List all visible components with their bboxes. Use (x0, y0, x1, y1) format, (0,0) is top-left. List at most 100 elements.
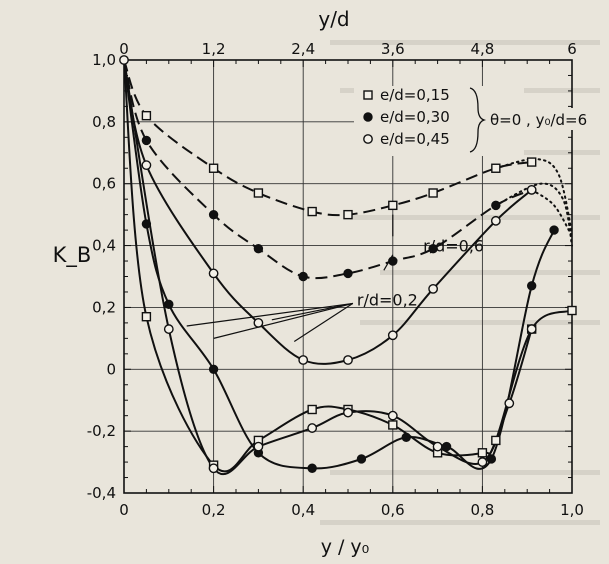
open-circle-marker (208, 463, 219, 474)
legend-condition-text: θ=0 , y₀/d=6 (490, 111, 587, 129)
y-tick-label: 0,4 (92, 237, 116, 255)
filled-circle-marker (428, 243, 438, 254)
series-line-filled-circle (123, 59, 533, 280)
square-marker (491, 163, 501, 173)
top-tick-label: 6 (567, 40, 577, 58)
series-line-open-circle (123, 59, 533, 365)
open-circle-marker (526, 184, 537, 195)
open-circle-marker (387, 410, 398, 421)
filled-circle-marker (164, 299, 174, 310)
square-marker (477, 448, 488, 458)
open-circle-marker (343, 355, 353, 365)
square-marker (141, 312, 152, 322)
annotation-pointer (271, 302, 353, 321)
open-circle-marker (298, 355, 309, 365)
open-circle-marker (363, 134, 373, 144)
filled-circle-marker (307, 463, 317, 473)
open-circle-marker (490, 215, 501, 226)
open-circle-marker (208, 268, 219, 279)
legend-label: e/d=0,45 (380, 130, 450, 148)
filled-circle-marker (141, 219, 152, 229)
open-circle-marker (141, 160, 152, 171)
square-marker (491, 435, 501, 446)
annotation-r-d-0-6: r/d=0,6 (423, 237, 484, 256)
top-tick-label: 1,2 (202, 40, 226, 58)
open-circle-marker (432, 441, 443, 452)
filled-circle-marker (526, 281, 537, 291)
series-dotted-tail (530, 188, 573, 238)
filled-circle-marker (356, 454, 367, 464)
annotation-r-d-0-2: r/d=0,2 (357, 290, 418, 309)
series-dotted-tail (494, 157, 573, 235)
y-tick-label: 1,0 (92, 51, 116, 69)
series-line-square (123, 59, 532, 217)
open-circle-marker (387, 330, 398, 341)
bottom-tick-label: 0 (119, 501, 129, 519)
open-circle-marker (504, 398, 515, 409)
legend-label: e/d=0,15 (380, 86, 450, 104)
square-marker (307, 206, 317, 217)
square-marker (253, 188, 264, 198)
open-circle-marker (307, 423, 318, 433)
filled-circle-marker (363, 112, 373, 122)
bottom-tick-label: 1,0 (560, 501, 584, 519)
y-tick-label: 0,6 (92, 175, 116, 193)
y-tick-label: 0,8 (92, 113, 116, 131)
open-circle-marker (343, 407, 353, 418)
filled-circle-marker (441, 441, 452, 452)
open-circle-marker (526, 324, 537, 334)
open-circle-marker (119, 55, 129, 65)
annotation-pointer (213, 302, 354, 339)
top-tick-label: 2,4 (291, 40, 315, 58)
tick-labels: 0 1,2 2,4 3,6 4,8 6 0 0,2 0,4 0,6 0,8 1,0 1,0 0,8 0,6 0… (87, 40, 584, 519)
bottom-tick-label: 0,8 (470, 501, 494, 519)
filled-circle-marker (343, 268, 353, 279)
y-tick-label: 0 (106, 360, 116, 378)
bottom-axis-title: y / y₀ (321, 536, 370, 558)
top-axis-title: y/d (318, 7, 349, 31)
open-circle-marker (253, 441, 264, 452)
bottom-tick-label: 0,2 (202, 501, 226, 519)
square-marker (141, 110, 152, 121)
markers (119, 55, 577, 474)
open-circle-marker (163, 324, 174, 334)
open-circle-marker (477, 457, 488, 467)
legend: e/d=0,15 e/d=0,30 e/d=0,45 θ=0 , y₀/d=6 (354, 86, 587, 156)
bottom-tick-label: 0,6 (381, 501, 405, 519)
square-marker (208, 163, 219, 173)
filled-circle-marker (298, 271, 308, 282)
filled-circle-marker (253, 243, 264, 254)
annotation-pointer (383, 254, 394, 271)
filled-circle-marker (549, 225, 559, 235)
annotation-pointer (293, 302, 354, 342)
square-marker (363, 90, 373, 100)
filled-circle-marker (208, 364, 219, 374)
y-axis-title: K_B (53, 243, 92, 268)
top-tick-label: 4,8 (470, 40, 494, 58)
annotation-pointer (186, 302, 353, 327)
legend-brace-background (488, 108, 580, 130)
y-tick-label: -0,4 (87, 484, 116, 502)
legend-label: e/d=0,30 (380, 108, 450, 126)
annotations: r/d=0,6 r/d=0,2 (186, 214, 484, 342)
filled-circle-marker (401, 432, 411, 443)
y-tick-label: 0,2 (92, 298, 116, 316)
bottom-tick-label: 0,4 (291, 501, 315, 519)
square-marker (388, 420, 398, 430)
square-marker (526, 157, 537, 167)
y-tick-label: -0,2 (87, 422, 116, 440)
filled-circle-marker (141, 135, 152, 146)
filled-circle-marker (486, 454, 497, 464)
legend-brace (469, 87, 487, 153)
square-marker (428, 188, 438, 198)
square-marker (307, 404, 317, 415)
open-circle-marker (428, 283, 439, 294)
filled-circle-marker (491, 200, 501, 211)
square-marker (388, 200, 398, 211)
square-marker (567, 305, 577, 316)
axes (123, 59, 573, 494)
square-marker (343, 209, 353, 220)
top-tick-label: 0 (119, 40, 129, 58)
